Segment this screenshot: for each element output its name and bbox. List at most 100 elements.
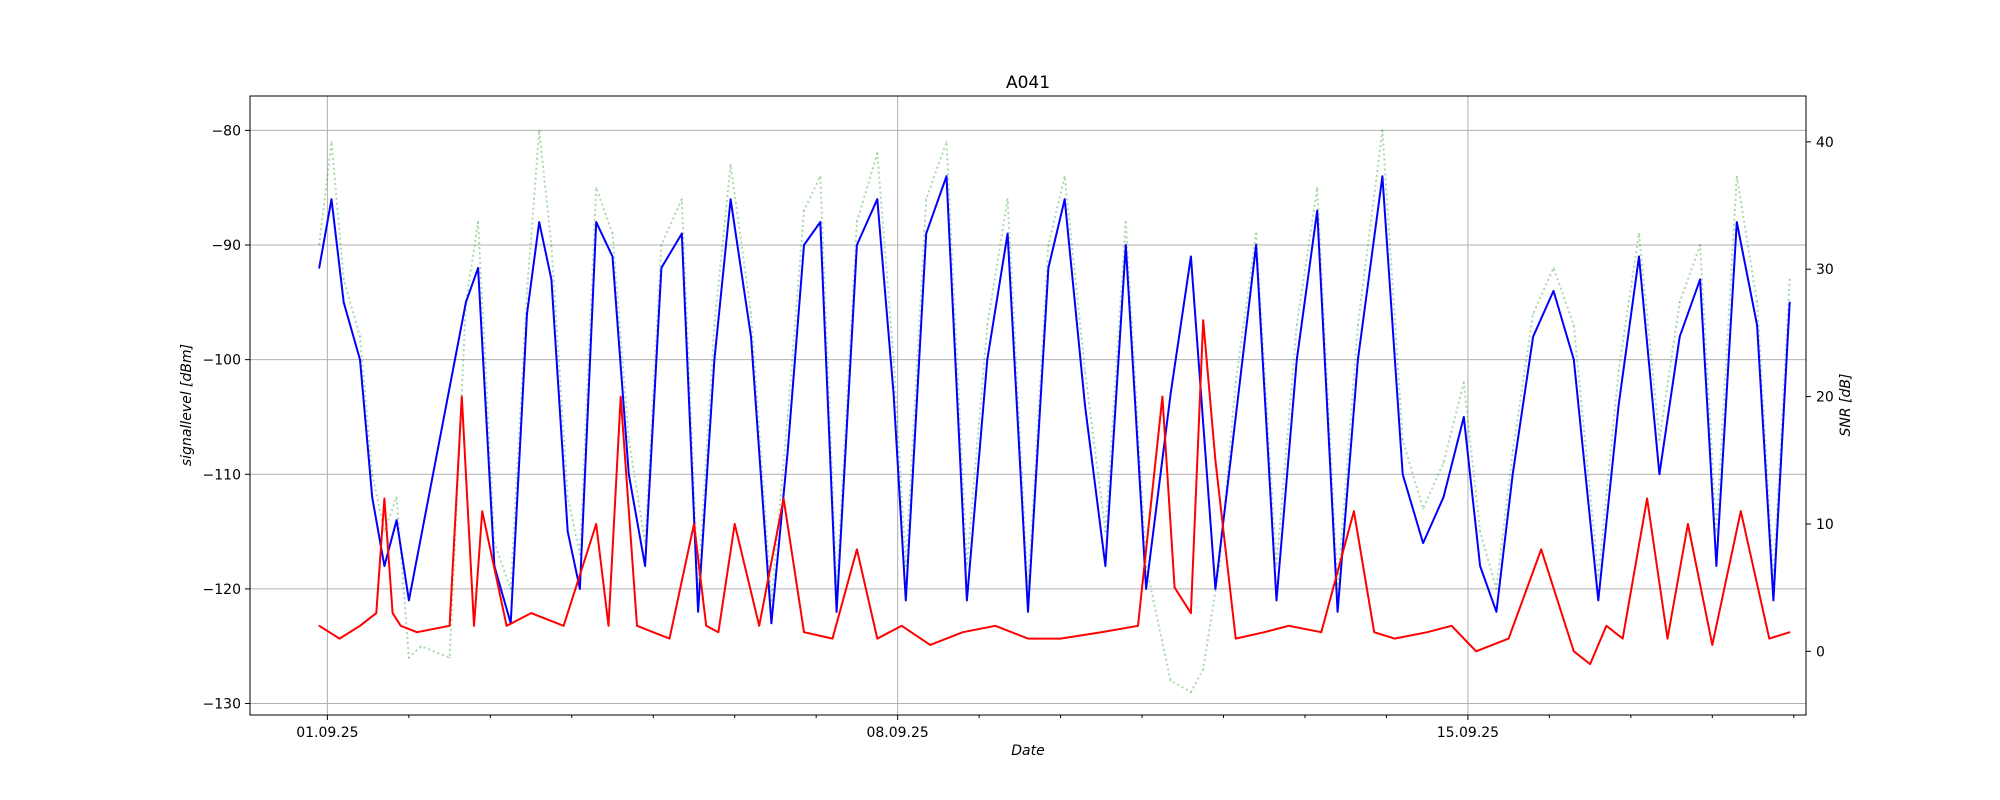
data-point — [1605, 625, 1608, 627]
data-point — [750, 312, 752, 315]
data-point — [1772, 599, 1775, 602]
data-point — [359, 625, 361, 627]
data-point — [1047, 244, 1050, 246]
grid — [250, 96, 1806, 715]
y-axis-title: signallevel [dBm] — [179, 344, 195, 466]
data-point — [803, 209, 805, 212]
data-point — [391, 612, 394, 614]
data-point — [1255, 244, 1257, 246]
data-point — [1190, 691, 1192, 693]
data-point — [1597, 599, 1600, 602]
data-point — [1190, 612, 1192, 614]
data-point — [660, 267, 663, 269]
data-point — [680, 232, 683, 235]
data-point — [1263, 631, 1266, 634]
data-point — [538, 221, 541, 223]
data-point — [330, 141, 333, 143]
data-point — [1756, 324, 1758, 327]
data-point — [1678, 335, 1681, 338]
data-point — [831, 637, 834, 640]
data-point — [1687, 523, 1689, 525]
data-point — [395, 496, 398, 499]
data-point — [371, 496, 373, 499]
data-point — [986, 358, 989, 361]
data-point — [448, 656, 451, 659]
data-point — [477, 267, 479, 269]
data-point — [1234, 381, 1237, 384]
y2-tick-label: 40 — [1816, 135, 1834, 151]
y2-axis-title: SNR [dB] — [1838, 374, 1854, 437]
data-point — [505, 625, 508, 627]
data-point — [1161, 395, 1164, 398]
data-point — [1401, 439, 1404, 441]
data-point — [383, 497, 386, 500]
data-point — [509, 588, 512, 590]
data-point — [900, 625, 903, 627]
data-point — [945, 175, 948, 178]
data-point — [1234, 416, 1237, 418]
data-point — [448, 625, 451, 627]
data-point — [481, 510, 483, 513]
data-point — [1638, 232, 1640, 235]
data-point — [1788, 278, 1791, 281]
data-point — [611, 232, 614, 235]
y2-tick-label: 10 — [1816, 517, 1834, 533]
data-point — [1495, 611, 1498, 613]
data-point — [786, 450, 789, 453]
data-point — [566, 530, 569, 533]
data-point — [1638, 255, 1640, 258]
data-point — [550, 278, 553, 281]
data-point — [1788, 631, 1791, 634]
data-point — [465, 301, 467, 304]
data-point — [1475, 650, 1477, 653]
data-point — [1104, 565, 1107, 567]
data-point — [1646, 497, 1648, 500]
data-point — [892, 358, 895, 361]
data-point — [1552, 267, 1555, 269]
data-point — [770, 622, 773, 625]
x-axis-title: Date — [1011, 743, 1044, 759]
data-point — [383, 530, 386, 533]
data-point — [1027, 611, 1029, 613]
data-point — [526, 290, 528, 292]
data-point — [1597, 576, 1600, 579]
y-tick-label: −130 — [203, 697, 241, 713]
data-point — [1768, 637, 1771, 640]
series-0 — [318, 175, 1791, 625]
data-point — [1511, 473, 1514, 476]
data-point — [1393, 637, 1396, 640]
data-point — [1426, 631, 1428, 634]
data-point — [803, 244, 805, 246]
data-point — [342, 301, 345, 304]
y2-tick-label: 20 — [1816, 390, 1834, 406]
data-point — [1658, 439, 1661, 441]
data-point — [1124, 221, 1127, 223]
x-tick-label: 15.09.25 — [1437, 725, 1499, 741]
data-point — [408, 656, 410, 659]
y-tick-label: −90 — [211, 238, 241, 254]
data-point — [892, 393, 895, 395]
data-point — [530, 612, 532, 614]
series — [318, 129, 1791, 694]
data-point — [1532, 312, 1534, 315]
data-point — [1621, 637, 1624, 640]
data-point — [1735, 221, 1738, 223]
data-point — [876, 152, 879, 155]
data-point — [1573, 358, 1575, 361]
data-point — [1100, 631, 1103, 634]
data-point — [1666, 637, 1669, 640]
data-point — [733, 523, 736, 525]
x-tick-label: 08.09.25 — [866, 725, 928, 741]
data-point — [1169, 679, 1172, 682]
data-point — [1495, 588, 1498, 590]
data-point — [856, 244, 858, 246]
plot-background — [250, 96, 1806, 715]
data-point — [905, 599, 907, 602]
data-point — [803, 631, 805, 634]
data-point — [750, 335, 752, 338]
data-point — [925, 232, 927, 235]
data-point — [1124, 244, 1127, 246]
data-point — [1573, 650, 1575, 653]
data-point — [359, 335, 361, 338]
